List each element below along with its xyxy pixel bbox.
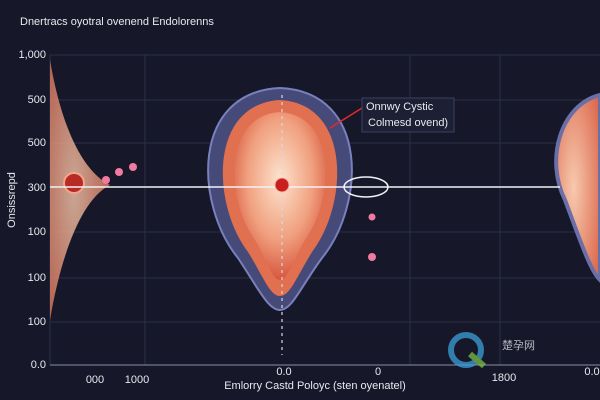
left-follicle bbox=[63, 172, 85, 194]
annotation-box bbox=[361, 97, 455, 133]
y-label: 100 bbox=[28, 226, 46, 238]
watermark-logo bbox=[468, 351, 486, 369]
y-label: 1,000 bbox=[18, 49, 46, 61]
x-label: 1800 bbox=[492, 372, 516, 384]
x-label: 0.0 bbox=[276, 366, 291, 378]
y-axis-title: Onsissrepd bbox=[6, 172, 18, 228]
x-axis-title: Emlorry Castd Poloyc (sten oyenatel) bbox=[224, 380, 406, 392]
y-label: 300 bbox=[28, 182, 46, 194]
title: Dnertracs oyotral ovenend Endolorenns bbox=[20, 16, 214, 28]
y-label: 500 bbox=[28, 94, 46, 106]
x-label: 1000 bbox=[125, 374, 149, 386]
annotation-line: Colmesd ovend) bbox=[368, 117, 448, 129]
x-label: 0.0 bbox=[584, 366, 599, 378]
pink-dot bbox=[115, 168, 123, 176]
pink-dot bbox=[129, 163, 137, 171]
pink-dot bbox=[368, 213, 376, 221]
y-label: 100 bbox=[28, 272, 46, 284]
watermark: 楚孕网 bbox=[448, 332, 535, 369]
red-dot bbox=[274, 177, 290, 193]
pink-dot bbox=[368, 253, 376, 261]
x-label: 000 bbox=[86, 374, 104, 386]
organ-cavity bbox=[234, 112, 326, 280]
x-label: 0 bbox=[375, 366, 381, 378]
right-organ bbox=[554, 92, 600, 283]
y-label: 100 bbox=[28, 316, 46, 328]
pink-dot bbox=[102, 176, 110, 184]
y-label: 0.0 bbox=[31, 359, 46, 371]
ring bbox=[343, 176, 389, 198]
annotation-line: Onnwy Cystic bbox=[366, 101, 434, 113]
annotation-pointer bbox=[329, 107, 363, 129]
y-label: 500 bbox=[28, 137, 46, 149]
watermark-logo bbox=[448, 332, 484, 368]
watermark-text: 楚孕网 bbox=[502, 338, 535, 352]
